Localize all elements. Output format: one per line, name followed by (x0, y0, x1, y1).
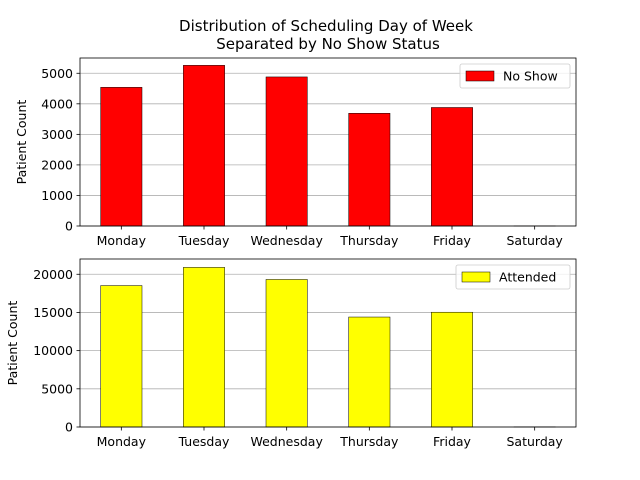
chart-title-line2: Separated by No Show Status (216, 35, 440, 53)
no-show-axes-frame (79, 57, 577, 227)
no-show-xtick-label-saturday: Saturday (506, 233, 563, 248)
no-show-bar-thursday (348, 113, 391, 227)
attended-bar-friday (431, 311, 473, 428)
attended-xtick-label-thursday: Thursday (339, 434, 399, 449)
no-show-ytick-label: 4000 (41, 96, 73, 111)
no-show-legend-swatch (465, 70, 495, 82)
attended-bar-monday (100, 285, 143, 428)
attended-xtick-label-saturday: Saturday (506, 434, 563, 449)
attended-ylabel: Patient Count (5, 301, 20, 386)
no-show-legend-label: No Show (503, 69, 558, 84)
no-show-ytick-label: 3000 (41, 127, 73, 142)
no-show-ytick-label: 2000 (41, 157, 73, 172)
attended-legend-label: Attended (499, 270, 556, 285)
attended-ytick-label: 15000 (33, 305, 73, 320)
no-show-ytick-label: 1000 (41, 188, 73, 203)
attended-legend (455, 264, 571, 290)
no-show-bar-tuesday (183, 65, 225, 227)
attended-legend-swatch (461, 271, 491, 283)
no-show-legend (459, 63, 571, 89)
attended-ytick-label: 20000 (33, 267, 73, 282)
no-show-xtick-label-friday: Friday (433, 233, 471, 248)
attended-bar-thursday (348, 316, 391, 428)
no-show-xtick-label-tuesday: Tuesday (178, 233, 230, 248)
attended-xtick-label-monday: Monday (97, 434, 147, 449)
chart-title-line1: Distribution of Scheduling Day of Week (179, 17, 473, 35)
attended-bar-tuesday (183, 267, 225, 428)
attended-panel: 0 5000 10000 15000 20000 Monday Tuesday Wednesd… (5, 258, 577, 449)
no-show-xtick-label-thursday: Thursday (339, 233, 399, 248)
no-show-ytick-label: 5000 (41, 66, 73, 81)
no-show-bar-wednesday (265, 76, 308, 227)
attended-xtick-label-tuesday: Tuesday (178, 434, 230, 449)
attended-xtick-label-friday: Friday (433, 434, 471, 449)
attended-ytick-label: 5000 (41, 381, 73, 396)
attended-axes-frame (79, 258, 577, 428)
no-show-xtick-label-wednesday: Wednesday (250, 233, 323, 248)
no-show-ylabel: Patient Count (14, 100, 29, 185)
no-show-xtick-label-monday: Monday (97, 233, 147, 248)
no-show-bar-friday (431, 107, 473, 227)
no-show-ytick-label: 0 (65, 219, 73, 234)
attended-bar-wednesday (265, 279, 308, 428)
attended-xtick-label-wednesday: Wednesday (250, 434, 323, 449)
attended-ytick-label: 0 (65, 420, 73, 435)
no-show-bar-monday (100, 87, 143, 227)
no-show-panel: 0 1000 2000 3000 4000 5000 Monday Tuesday Wednes… (14, 57, 577, 248)
attended-ytick-label: 10000 (33, 343, 73, 358)
